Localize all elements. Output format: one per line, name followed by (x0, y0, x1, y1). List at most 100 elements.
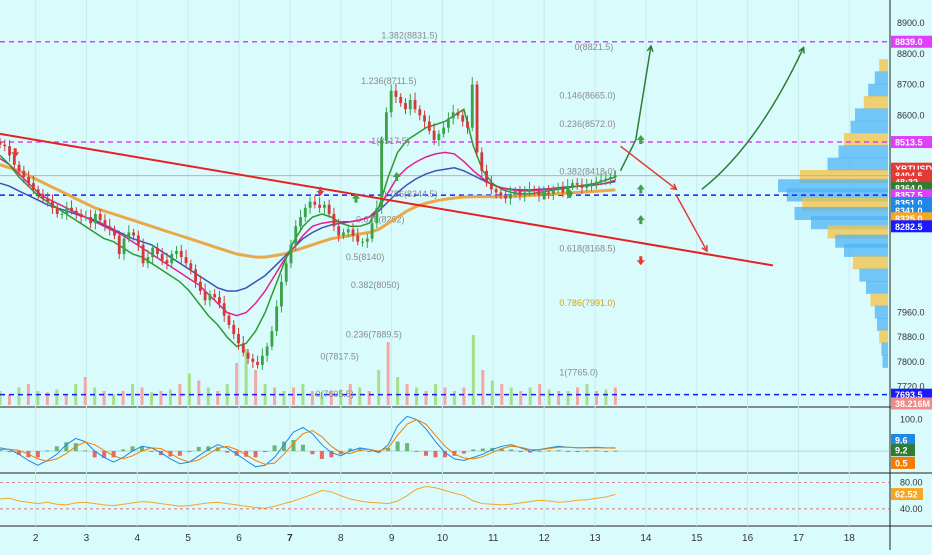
candle-body (461, 115, 465, 122)
candle-body (613, 175, 617, 177)
candle-body (604, 178, 608, 181)
candle-body (60, 213, 64, 215)
price-tick-label: 7960.0 (897, 308, 925, 318)
candle-body (294, 226, 298, 245)
time-tick-label: 11 (488, 533, 499, 544)
price-badge (891, 35, 932, 48)
macd-histogram-bar (319, 451, 324, 459)
volume-bar (367, 391, 371, 405)
candle-body (518, 190, 522, 196)
candle-body (136, 235, 140, 245)
volume-profile-bar (870, 293, 888, 307)
macd-histogram-bar (367, 451, 372, 453)
macd-badge (891, 444, 915, 457)
projection-path (619, 45, 652, 172)
volume-bar (282, 391, 286, 405)
macd-histogram-bar (253, 451, 258, 458)
volume-bar (490, 380, 494, 405)
price-badge-label: 8357.5 (895, 191, 923, 201)
candle-body (590, 183, 593, 187)
macd-histogram-bar (584, 450, 589, 452)
time-tick-label: 8 (338, 533, 344, 544)
time-tick-label: 2 (33, 533, 39, 544)
volume-bar (528, 387, 532, 405)
price-badge-label: 8351.0 (895, 198, 923, 208)
volume-profile-bar (852, 256, 888, 270)
macd-histogram-bar (566, 451, 571, 453)
fib-level-label: 0.236(7889.5) (346, 329, 402, 339)
volume-profile-bar (850, 120, 888, 134)
fib-level-label: 0(8821.5) (575, 42, 614, 52)
candle-body (427, 121, 431, 131)
time-tick-label: 15 (691, 533, 703, 544)
candle-body (566, 186, 570, 193)
fib-level-label: 1(7765.0) (559, 368, 598, 378)
candle-body (356, 235, 360, 242)
volume-bar (112, 394, 116, 405)
candle-body (31, 183, 35, 190)
volume-bar (396, 377, 400, 405)
candle-body (299, 217, 302, 227)
volume-bar (310, 391, 314, 405)
candle-body (55, 207, 59, 214)
candle-body (456, 112, 460, 116)
price-badge (891, 397, 932, 410)
macd-badge (891, 456, 915, 469)
macd-histogram-bar (414, 451, 419, 453)
candle-body (327, 204, 331, 214)
candle-body (528, 189, 531, 193)
volume-bar (424, 391, 428, 405)
candle-body (308, 201, 312, 208)
candle-body (146, 257, 150, 264)
macd-histogram-bar (509, 449, 514, 452)
candle-body (156, 247, 159, 255)
candle-body (332, 213, 336, 227)
projection-arrowhead (646, 44, 654, 52)
volume-bar (386, 342, 390, 405)
macd-histogram-bar (45, 450, 50, 452)
macd-histogram-bar (291, 440, 296, 452)
time-axis[interactable]: 2 3 4 5 6 7 8 9 10 11 12 13 14 15 16 17 18 (33, 533, 855, 544)
time-tick-label: 12 (539, 533, 551, 544)
price-tick-label: 8700.0 (897, 80, 925, 90)
fib-level-label: 0.236(8572.0) (559, 119, 615, 129)
candle-body (389, 90, 393, 113)
volume-profile-bar (859, 268, 888, 282)
rsi-tick-label: 80.00 (900, 478, 923, 488)
candle-body (337, 226, 341, 236)
candle-body (127, 232, 131, 239)
macd-badge-label: 0.5 (895, 458, 908, 468)
signal-arrow-up (565, 188, 574, 198)
ema-orange-line (0, 163, 616, 259)
macd-histogram-bar (433, 451, 438, 458)
candle-body (160, 254, 164, 261)
macd-histogram-bar (83, 450, 88, 452)
price-badge-label: 8282.5 (895, 222, 923, 232)
macd-histogram-bar (461, 451, 466, 454)
price-badge-label: 38.216M (895, 399, 930, 409)
volume-bar (187, 373, 191, 405)
volume-bar (102, 391, 106, 405)
ema-pink-line (0, 151, 616, 317)
fib-level-label: 0(7817.5) (320, 351, 359, 361)
macd-histogram-bar (92, 451, 97, 458)
projection-path (675, 195, 708, 252)
candle-body (365, 238, 369, 242)
rsi-badge (891, 488, 923, 501)
volume-bar (235, 363, 239, 405)
macd-histogram-bar (376, 451, 381, 453)
macd-histogram-bar (111, 451, 116, 458)
candle-body (151, 247, 155, 258)
macd-pane[interactable]: 100.00.09.69.20.5 (0, 414, 923, 469)
volume-bar (348, 384, 352, 405)
volume-bar (452, 391, 456, 405)
rsi-pane[interactable]: 80.00 40.00 62.52 (0, 478, 923, 514)
volume-bar (329, 391, 333, 405)
candle-body (513, 190, 517, 194)
price-tick-label: 8600.0 (897, 110, 925, 120)
volume-bar (500, 384, 504, 405)
volume-bar (140, 387, 144, 405)
price-axis[interactable]: 7720.0 7800.0 7880.0 7960.0 8600.0 8700.0 8800… (891, 18, 932, 410)
time-tick-label: 9 (389, 533, 395, 544)
